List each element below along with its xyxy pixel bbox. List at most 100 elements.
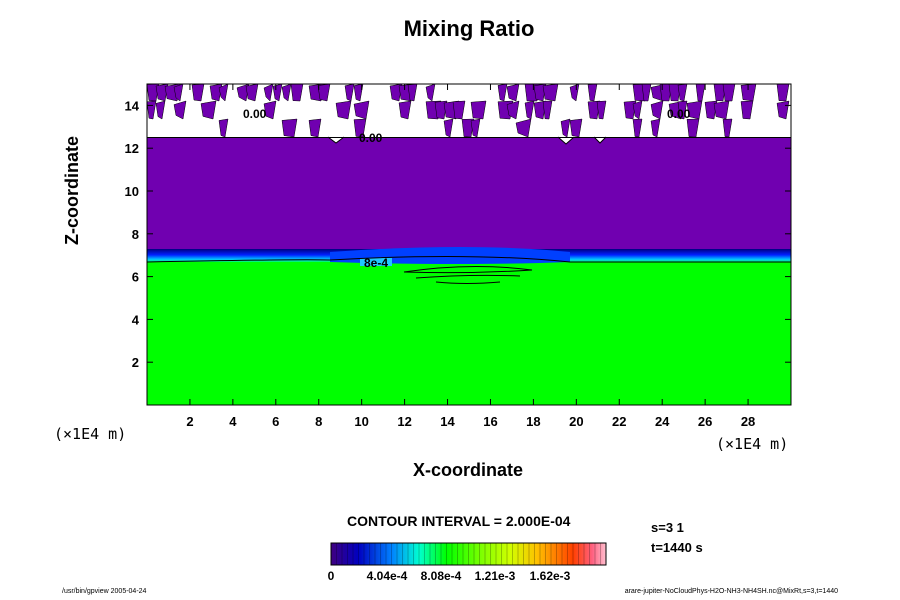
- x-tick-label: 22: [612, 414, 626, 429]
- noise-cell: [317, 84, 331, 102]
- noise-cell: [497, 84, 508, 102]
- noise-cell: [677, 100, 688, 120]
- colorbar-tick-label: 1.21e-3: [474, 569, 516, 583]
- y-tick-label: 10: [125, 184, 139, 199]
- lower-boundary-contour: [147, 255, 791, 263]
- noise-cell: [155, 100, 166, 120]
- x-axis-unit: (×1E4 m): [716, 435, 789, 453]
- noise-cell: [650, 100, 664, 120]
- noise-cell: [740, 100, 754, 120]
- y-axis-label: Z-coordinate: [62, 135, 82, 245]
- noise-cell: [218, 84, 229, 102]
- y-tick-label: 12: [125, 141, 139, 156]
- lower-layer-region: [147, 260, 791, 405]
- footer-source-file: arare-jupiter-NoCloudPhys-H2O-NH3-NH4SH.…: [624, 588, 838, 595]
- x-tick-label: 6: [272, 414, 279, 429]
- noise-cell: [560, 118, 571, 138]
- noise-cell: [569, 84, 580, 102]
- contour-label: 0.00: [243, 107, 267, 121]
- colorbar-tick-label: 8.08e-4: [420, 569, 462, 583]
- noise-cell: [686, 118, 700, 138]
- light-blue-patch: [360, 258, 392, 266]
- noise-cell: [281, 118, 298, 138]
- noise-cell: [281, 84, 292, 102]
- noise-cell: [533, 100, 547, 120]
- noise-cell: [245, 84, 259, 102]
- noise-cell: [353, 84, 364, 102]
- noise-cell: [632, 100, 643, 120]
- noise-cell: [506, 84, 520, 102]
- x-tick-label: 14: [440, 414, 455, 429]
- noise-cell: [353, 118, 367, 138]
- noise-cell: [695, 84, 706, 102]
- noise-cell: [425, 84, 436, 102]
- noise-cell: [344, 84, 355, 102]
- y-tick-label: 14: [125, 98, 140, 113]
- noise-cell: [389, 84, 403, 102]
- noise-cell: [677, 84, 688, 102]
- noise-cell: [290, 84, 304, 102]
- y-tick-label: 4: [132, 312, 140, 327]
- y-tick-label: 2: [132, 355, 139, 370]
- noise-cell: [632, 118, 643, 138]
- colorbar-tick-label: 1.62e-3: [529, 569, 571, 583]
- contour-label: 8e-4: [364, 256, 388, 270]
- noise-cell: [470, 100, 487, 120]
- y-tick-label: 8: [132, 227, 139, 242]
- bubble-contour-2: [415, 274, 521, 279]
- x-tick-label: 16: [483, 414, 497, 429]
- noise-cell: [272, 84, 283, 102]
- noise-cell: [308, 118, 322, 138]
- x-tick-label: 18: [526, 414, 540, 429]
- noise-cell: [461, 118, 475, 138]
- upper-layer-region: [147, 138, 791, 250]
- x-tick-label: 20: [569, 414, 583, 429]
- x-axis-label: X-coordinate: [412, 460, 524, 480]
- noise-cell: [218, 118, 229, 138]
- top-noisy-layer: [147, 84, 790, 138]
- noise-cell: [623, 100, 637, 120]
- x-tick-label: 24: [655, 414, 670, 429]
- noise-cell: [776, 100, 790, 120]
- x-tick-label: 4: [229, 414, 237, 429]
- noise-cell: [542, 84, 559, 102]
- noise-cell: [452, 100, 466, 120]
- noise-cell: [173, 100, 187, 120]
- bubble-contour-3: [435, 281, 501, 284]
- contour-label: 0.00: [667, 107, 691, 121]
- noise-cell: [776, 84, 790, 102]
- noise-cell: [722, 84, 736, 102]
- noise-cell: [542, 100, 553, 120]
- footer-command: /usr/bin/gpview 2005-04-24: [62, 588, 147, 595]
- x-tick-label: 26: [698, 414, 712, 429]
- noise-cell: [515, 118, 532, 138]
- noise-cell: [443, 118, 454, 138]
- x-tick-label: 12: [397, 414, 411, 429]
- noise-cell: [722, 118, 733, 138]
- noise-cell: [236, 84, 250, 102]
- noise-cell: [524, 100, 535, 120]
- chart-title: Mixing Ratio: [403, 16, 535, 41]
- colorbar-divisions: [336, 543, 601, 565]
- contour-label: 0.00: [359, 131, 383, 145]
- noise-cell: [470, 118, 481, 138]
- noise-cell: [263, 100, 277, 120]
- y-tick-label: 6: [132, 270, 139, 285]
- noise-cell: [506, 100, 520, 120]
- colorbar-tick-label: 0: [327, 569, 335, 583]
- noise-cell: [587, 84, 598, 102]
- x-tick-label: 28: [741, 414, 755, 429]
- noise-cell: [263, 84, 274, 102]
- top-edge-notches: [327, 136, 607, 145]
- noise-cell: [569, 118, 583, 138]
- noise-cell: [335, 100, 352, 120]
- noise-cell: [191, 84, 205, 102]
- colorbar-tick-label: 4.04e-4: [366, 569, 408, 583]
- x-tick-label: 2: [186, 414, 193, 429]
- noise-cell: [147, 100, 157, 120]
- noise-cell: [434, 100, 448, 120]
- noise-cell: [650, 118, 661, 138]
- noise-cell: [398, 100, 412, 120]
- time-label: t=1440 s: [651, 540, 703, 555]
